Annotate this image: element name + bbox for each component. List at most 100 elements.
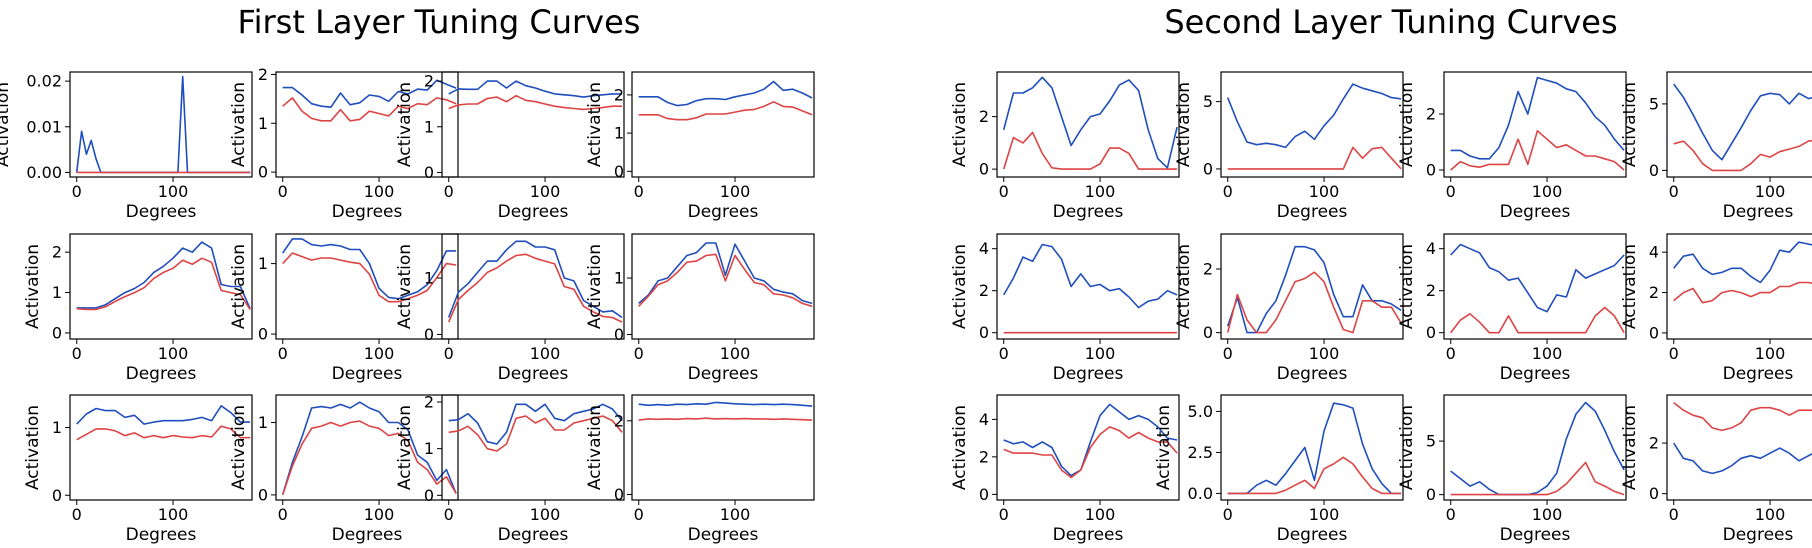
y-axis-label: Activation [1397, 405, 1417, 490]
x-tick-label: 0 [1223, 505, 1233, 524]
series-line-blue [1673, 83, 1812, 161]
y-axis-label: Activation [950, 244, 970, 329]
y-axis-label: Activation [23, 405, 43, 490]
panel-title-first-layer: First Layer Tuning Curves [238, 3, 641, 41]
axes-frame [1220, 233, 1404, 340]
axes-frame [441, 233, 625, 340]
x-axis-label: Degrees [1277, 202, 1348, 222]
y-tick-label: 1 [258, 413, 268, 432]
y-tick-label: 2 [1203, 260, 1213, 279]
y-tick-label: 2 [614, 411, 624, 430]
y-tick-label: 5 [1649, 94, 1659, 113]
y-tick-label: 2 [979, 107, 989, 126]
series-line-blue [1450, 76, 1625, 160]
y-tick-label: 4 [979, 410, 989, 429]
x-axis-label: Degrees [126, 364, 197, 384]
x-tick-label: 100 [530, 182, 561, 201]
x-axis-label: Degrees [1053, 202, 1124, 222]
axes-frame [275, 233, 459, 340]
x-tick-label: 0 [1223, 182, 1233, 201]
y-axis-label: Activation [585, 82, 605, 167]
series-line-red [1450, 461, 1625, 496]
axes-frame [1666, 233, 1812, 340]
series-line-red [638, 253, 813, 308]
y-tick-label: 5.0 [1188, 402, 1213, 421]
series-line-blue [1226, 83, 1402, 149]
y-tick-label: 0 [1426, 323, 1436, 342]
x-axis-label: Degrees [1500, 364, 1571, 384]
series-line-blue [76, 241, 251, 310]
series-line-blue [1227, 402, 1402, 495]
y-tick-label: 1 [424, 117, 434, 136]
y-tick-label: 0 [258, 325, 268, 344]
series-line-red [1227, 146, 1402, 170]
series-line-red [1227, 456, 1402, 495]
x-tick-label: 0 [1446, 182, 1456, 201]
x-tick-label: 0 [999, 505, 1009, 524]
x-tick-label: 0 [278, 344, 288, 363]
axes-frame [441, 394, 625, 501]
x-tick-label: 100 [1309, 505, 1340, 524]
y-tick-label: 0 [424, 163, 434, 182]
subplot: 0 100 0 1 Degrees Activation [23, 394, 253, 545]
series-line-red [1226, 271, 1402, 334]
x-tick-label: 100 [1755, 182, 1786, 201]
x-tick-label: 0 [1669, 344, 1679, 363]
x-axis-label: Degrees [1723, 364, 1794, 384]
y-axis-label: Activation [1620, 82, 1640, 167]
series-line-blue [282, 79, 457, 108]
y-tick-label: 2.5 [1188, 443, 1213, 462]
x-axis-label: Degrees [1500, 525, 1571, 545]
y-tick-label: 0 [52, 486, 62, 505]
y-tick-label: 1 [258, 254, 268, 273]
x-tick-label: 0 [1446, 505, 1456, 524]
x-axis-label: Degrees [1053, 525, 1124, 545]
y-tick-label: 0.00 [26, 163, 62, 182]
y-tick-label: 2 [424, 393, 434, 412]
y-tick-label: 1 [258, 114, 268, 133]
y-tick-label: 1 [52, 283, 62, 302]
x-tick-label: 0 [634, 182, 644, 201]
y-axis-label: Activation [950, 405, 970, 490]
x-tick-label: 0 [72, 344, 82, 363]
subplot: 0 100 0 1 Degrees Activation [585, 233, 815, 384]
series-line-blue [1450, 243, 1625, 313]
x-tick-label: 0 [999, 182, 1009, 201]
series-line-red [448, 415, 623, 452]
series-line-blue [1003, 243, 1178, 309]
y-tick-label: 0 [424, 486, 434, 505]
subplot: 0 100 0.00 0.01 0.02 Degrees Activation [0, 71, 253, 222]
x-tick-label: 0 [278, 505, 288, 524]
axes-frame [1220, 394, 1404, 501]
y-axis-label: Activation [1174, 82, 1194, 167]
series-line-red [638, 101, 813, 121]
x-tick-label: 100 [1085, 344, 1116, 363]
series-line-red [76, 257, 251, 311]
x-tick-label: 100 [1755, 505, 1786, 524]
x-tick-label: 100 [1532, 344, 1563, 363]
series-line-red [447, 253, 623, 323]
x-axis-label: Degrees [1723, 202, 1794, 222]
subplot: 0 100 0 2 4 Degrees Activation [950, 233, 1180, 384]
y-tick-label: 0 [614, 162, 624, 181]
x-tick-label: 0 [444, 505, 454, 524]
series-line-blue [75, 75, 251, 174]
x-axis-label: Degrees [498, 364, 569, 384]
y-axis-label: Activation [1154, 405, 1174, 490]
axes-frame [1443, 233, 1627, 340]
series-line-blue [638, 401, 813, 407]
y-tick-label: 0.02 [26, 72, 62, 91]
x-tick-label: 100 [364, 344, 395, 363]
y-tick-label: 0.0 [1188, 484, 1213, 503]
x-axis-label: Degrees [498, 525, 569, 545]
panel-title-second-layer: Second Layer Tuning Curves [1164, 3, 1617, 41]
x-tick-label: 100 [1085, 505, 1116, 524]
subplot: 0 100 0 2 4 Degrees Activation [950, 394, 1180, 545]
subplot: 0 100 0 1 Degrees Activation [395, 233, 625, 384]
x-tick-label: 100 [530, 344, 561, 363]
series-line-red [1673, 401, 1812, 432]
